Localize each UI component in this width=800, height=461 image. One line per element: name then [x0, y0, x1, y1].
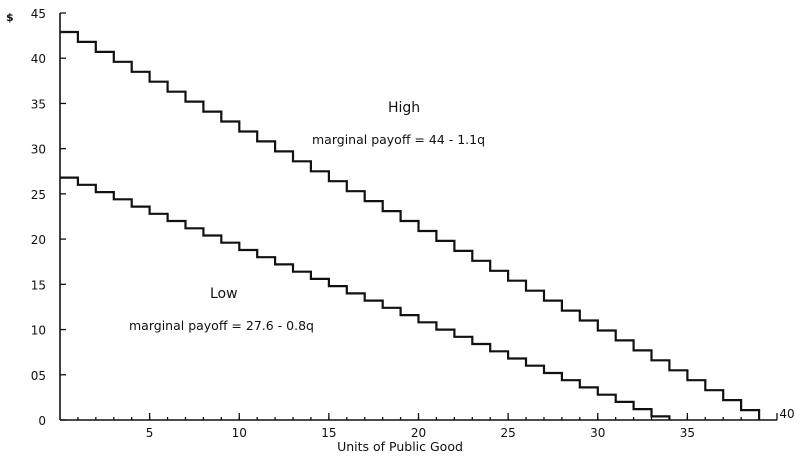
axis-ticks: 5 10 15 20 25 30 35 40 0 05 10 15 20 25 30 35 40 45 [31, 7, 795, 440]
x-tick-label: 10 [232, 426, 247, 440]
low-equation-label: marginal payoff = 27.6 - 0.8q [129, 318, 314, 333]
x-tick-label: 40 [779, 407, 794, 421]
series-line-high [60, 30, 761, 420]
y-tick-label: 40 [31, 52, 46, 66]
low-series-label: Low [210, 286, 238, 302]
y-tick-label: 0 [38, 414, 46, 428]
y-tick-label: 45 [31, 7, 46, 21]
x-tick-label: 20 [411, 426, 426, 440]
x-axis-title: Units of Public Good [337, 439, 463, 454]
y-axis-label: $ [6, 11, 14, 24]
x-tick-label: 15 [321, 426, 336, 440]
y-tick-label: 15 [31, 278, 46, 292]
series [60, 30, 761, 420]
y-tick-label: 05 [31, 369, 46, 383]
y-tick-label: 35 [31, 97, 46, 111]
y-tick-label: 10 [31, 324, 46, 338]
high-equation-label: marginal payoff = 44 - 1.1q [312, 132, 485, 147]
x-tick-label: 5 [146, 426, 154, 440]
y-tick-label: 25 [31, 188, 46, 202]
x-tick-label: 30 [590, 426, 605, 440]
high-series-label: High [388, 100, 420, 116]
y-tick-label: 20 [31, 233, 46, 247]
series-line-low [60, 176, 671, 420]
y-tick-label: 30 [31, 143, 46, 157]
x-tick-label: 25 [500, 426, 515, 440]
x-tick-label: 35 [680, 426, 695, 440]
